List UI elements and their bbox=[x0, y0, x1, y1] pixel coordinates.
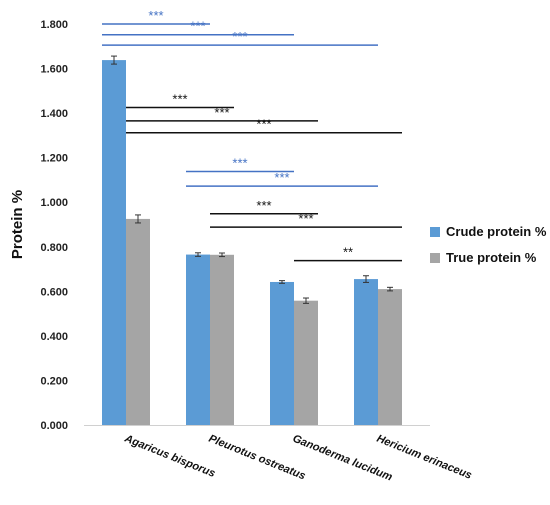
y-tick-label: 0.800 bbox=[40, 242, 68, 254]
y-tick-label: 0.000 bbox=[40, 420, 68, 432]
legend-swatch bbox=[430, 253, 440, 263]
bar-crude-protein bbox=[354, 279, 378, 425]
y-tick-label: 1.600 bbox=[40, 64, 68, 76]
significance-label: *** bbox=[172, 92, 187, 107]
category-label: Agaricus bisporus bbox=[122, 432, 217, 480]
bar-true-protein bbox=[126, 218, 150, 425]
bar-crude-protein bbox=[270, 281, 294, 425]
y-tick-label: 1.400 bbox=[40, 108, 68, 120]
y-axis-label: Protein % bbox=[9, 190, 26, 259]
bar-crude-protein bbox=[186, 254, 210, 425]
legend-label: True protein % bbox=[446, 250, 537, 265]
bar-true-protein bbox=[294, 300, 318, 425]
significance-label: *** bbox=[148, 8, 163, 23]
y-tick-label: 0.200 bbox=[40, 375, 68, 387]
significance-label: *** bbox=[256, 117, 271, 132]
legend-label: Crude protein % bbox=[446, 224, 547, 239]
bar-crude-protein bbox=[102, 60, 126, 426]
significance-label: *** bbox=[214, 105, 229, 120]
significance-label: ** bbox=[343, 245, 353, 260]
y-tick-label: 1.000 bbox=[40, 197, 68, 209]
significance-label: *** bbox=[232, 29, 247, 44]
y-tick-label: 0.600 bbox=[40, 286, 68, 298]
legend-swatch bbox=[430, 227, 440, 237]
significance-label: *** bbox=[298, 211, 313, 226]
y-tick-label: 1.800 bbox=[40, 19, 68, 31]
y-tick-label: 0.400 bbox=[40, 331, 68, 343]
significance-label: *** bbox=[190, 19, 205, 34]
bar-true-protein bbox=[378, 289, 402, 425]
y-tick-label: 1.200 bbox=[40, 153, 68, 165]
significance-label: *** bbox=[256, 198, 271, 213]
significance-label: *** bbox=[274, 170, 289, 185]
bar-true-protein bbox=[210, 254, 234, 425]
significance-label: *** bbox=[232, 155, 247, 170]
